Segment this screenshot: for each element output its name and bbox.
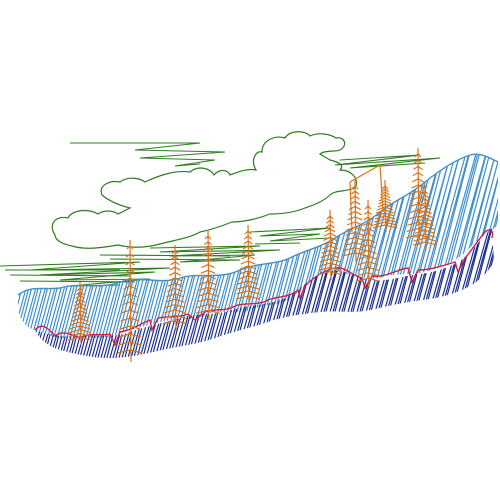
orange-conifer-trees	[67, 147, 438, 363]
red-ridge-line	[34, 229, 494, 347]
conifer-tree	[117, 239, 143, 363]
conifer-tree	[195, 229, 221, 321]
conifer-tree	[412, 184, 438, 251]
conifer-tree	[162, 244, 188, 331]
cloud-outline	[51, 131, 358, 249]
conifer-tree	[372, 179, 398, 233]
conifer-tree	[67, 281, 93, 346]
conifer-tree	[317, 209, 343, 281]
conifer-tree	[235, 224, 261, 306]
horizon-scribble-lines	[0, 142, 441, 287]
tree-frame-outline	[349, 164, 384, 233]
conifer-tree	[342, 179, 368, 263]
conifer-tree	[355, 199, 381, 289]
